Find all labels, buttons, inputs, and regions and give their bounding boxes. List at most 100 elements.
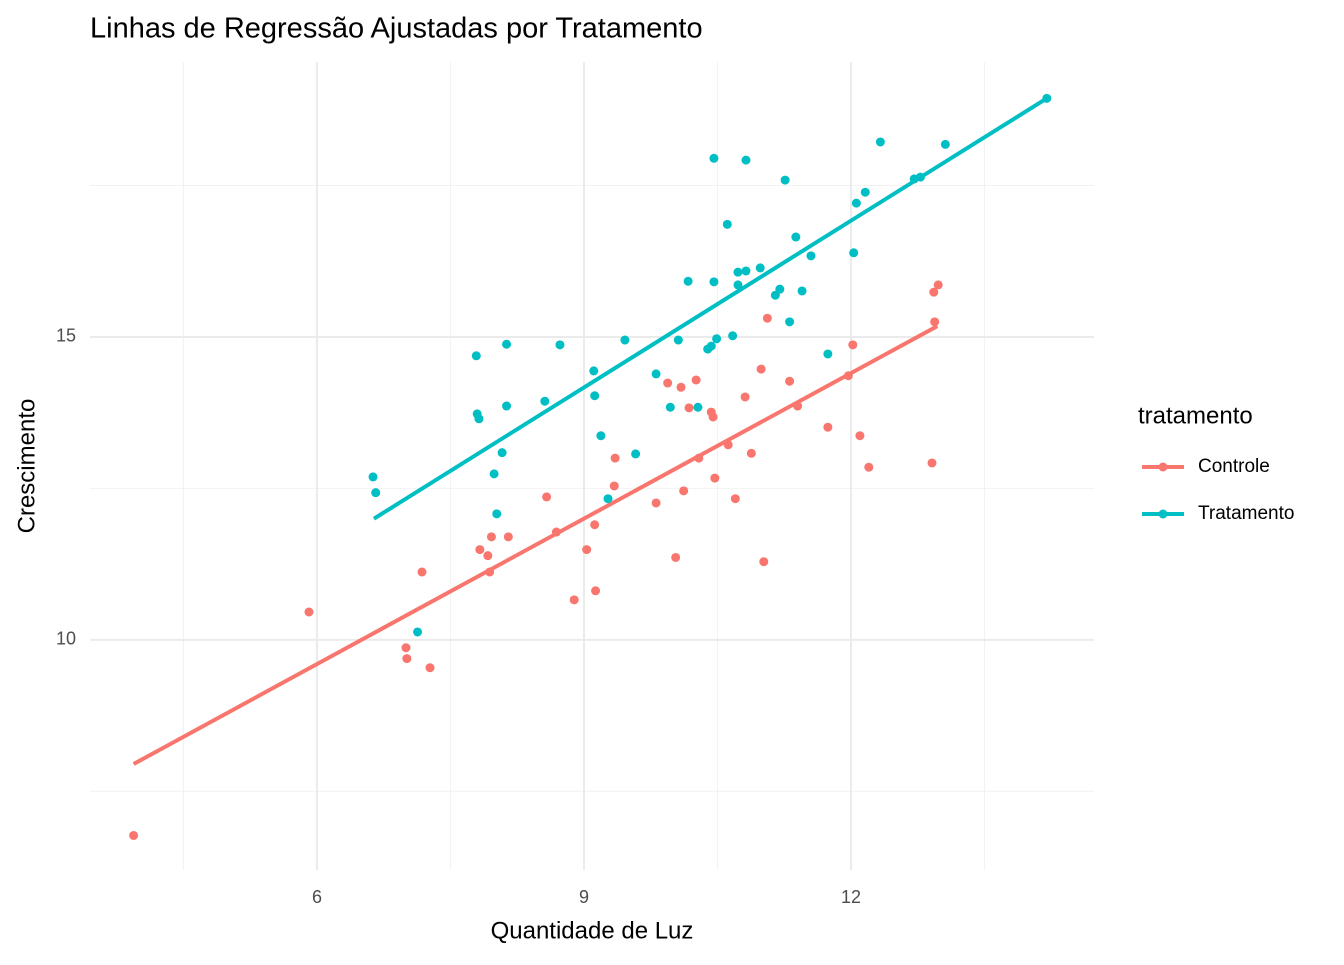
point xyxy=(940,139,950,149)
point xyxy=(589,366,599,376)
point xyxy=(708,412,718,422)
point xyxy=(555,340,565,350)
point xyxy=(417,567,427,577)
point xyxy=(679,486,689,496)
y-tick-label: 15 xyxy=(56,326,76,346)
point xyxy=(860,187,870,197)
point xyxy=(683,276,693,286)
point xyxy=(759,557,769,567)
point xyxy=(864,462,874,472)
point xyxy=(413,627,423,637)
point xyxy=(709,153,719,163)
point xyxy=(603,494,613,504)
legend-key-point xyxy=(1158,509,1168,519)
x-axis-label: Quantidade de Luz xyxy=(491,917,694,944)
point xyxy=(129,830,139,840)
point xyxy=(785,317,795,327)
point xyxy=(684,403,694,413)
point xyxy=(492,509,502,519)
point xyxy=(569,595,579,605)
point xyxy=(401,643,411,653)
point xyxy=(930,317,940,327)
point xyxy=(740,392,750,402)
point xyxy=(475,545,485,555)
point xyxy=(673,335,683,345)
point xyxy=(368,472,378,482)
regression-line xyxy=(372,96,1048,521)
point xyxy=(806,251,816,261)
point xyxy=(691,375,701,385)
point xyxy=(651,498,661,508)
point xyxy=(875,137,885,147)
x-tick-label: 12 xyxy=(841,887,861,907)
point xyxy=(797,286,807,296)
point xyxy=(762,313,772,323)
point xyxy=(591,586,601,596)
point xyxy=(540,396,550,406)
point xyxy=(542,492,552,502)
point xyxy=(741,155,751,165)
point xyxy=(609,481,619,491)
point xyxy=(733,280,743,290)
point xyxy=(823,422,833,432)
legend-title: tratamento xyxy=(1138,402,1253,429)
point xyxy=(746,448,756,458)
point xyxy=(848,340,858,350)
point xyxy=(775,284,785,294)
point xyxy=(929,287,939,297)
point xyxy=(706,341,716,351)
point xyxy=(582,545,592,555)
point xyxy=(631,449,641,459)
point xyxy=(712,334,722,344)
point xyxy=(756,364,766,374)
point xyxy=(755,263,765,273)
point xyxy=(503,532,513,542)
point xyxy=(823,349,833,359)
point xyxy=(651,369,661,379)
point xyxy=(693,402,703,412)
point xyxy=(722,219,732,229)
point xyxy=(665,402,675,412)
point xyxy=(371,488,381,498)
legend-key-point xyxy=(1158,462,1168,472)
point xyxy=(304,607,314,617)
y-tick-label: 10 xyxy=(56,629,76,649)
point xyxy=(596,431,606,441)
x-tick-label: 9 xyxy=(579,887,589,907)
point xyxy=(676,382,686,392)
point xyxy=(590,391,600,401)
point xyxy=(502,401,512,411)
point xyxy=(402,654,412,664)
point xyxy=(733,267,743,277)
point xyxy=(927,458,937,468)
point xyxy=(710,473,720,483)
point xyxy=(474,414,484,424)
point xyxy=(851,198,861,208)
point xyxy=(849,248,859,258)
point xyxy=(671,552,681,562)
point xyxy=(502,339,512,349)
point xyxy=(620,335,630,345)
point xyxy=(780,175,790,185)
point xyxy=(663,378,673,388)
point xyxy=(791,232,801,242)
point xyxy=(785,376,795,386)
point xyxy=(590,520,600,530)
point xyxy=(486,532,496,542)
point xyxy=(489,469,499,479)
point xyxy=(728,331,738,341)
point xyxy=(471,351,481,361)
chart-title: Linhas de Regressão Ajustadas por Tratam… xyxy=(90,13,703,45)
legend-label: Controle xyxy=(1198,456,1270,477)
legend-label: Tratamento xyxy=(1198,503,1294,524)
point xyxy=(730,494,740,504)
y-axis-label: Crescimento xyxy=(13,399,40,534)
point xyxy=(741,266,751,276)
point xyxy=(933,280,943,290)
point xyxy=(709,277,719,287)
point xyxy=(855,431,865,441)
point xyxy=(497,448,507,458)
point xyxy=(610,453,620,463)
